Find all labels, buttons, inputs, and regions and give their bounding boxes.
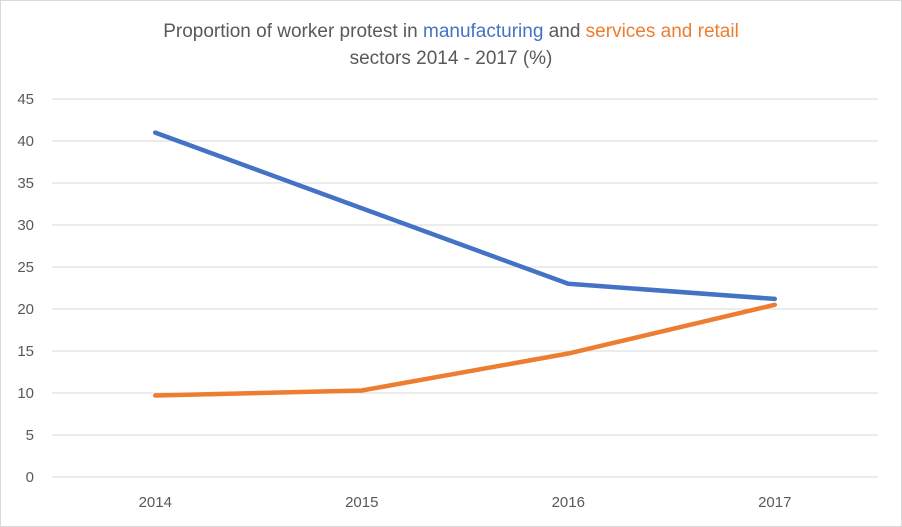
y-axis-tick-labels: 0 5 10 15 20 25 30 35 40 45: [17, 91, 34, 486]
chart-title: Proportion of worker protest in manufact…: [0, 18, 902, 72]
title-part-3: and: [543, 21, 586, 42]
title-part-1: Proportion of worker protest in: [163, 21, 423, 42]
y-tick-label: 5: [26, 427, 34, 444]
x-axis-tick-labels: 2014 2015 2016 2017: [139, 494, 792, 511]
y-tick-label: 25: [17, 259, 34, 276]
title-services-retail: services and retail: [585, 21, 739, 42]
title-line-2: sectors 2014 - 2017 (%): [349, 48, 553, 69]
x-tick-label: 2014: [139, 494, 172, 511]
y-tick-label: 15: [17, 343, 34, 360]
series-line-1: [153, 130, 777, 302]
y-tick-label: 0: [26, 469, 34, 486]
x-tick-label: 2016: [552, 494, 585, 511]
series-group: [153, 130, 777, 398]
series-line-2: [153, 302, 777, 398]
x-tick-label: 2017: [758, 494, 791, 511]
y-tick-label: 20: [17, 301, 34, 318]
y-tick-label: 45: [17, 91, 34, 108]
y-tick-label: 30: [17, 217, 34, 234]
y-tick-label: 35: [17, 175, 34, 192]
title-manufacturing: manufacturing: [423, 21, 544, 42]
y-tick-label: 40: [17, 133, 34, 150]
x-tick-label: 2015: [345, 494, 378, 511]
gridlines: [52, 98, 878, 478]
y-tick-label: 10: [17, 385, 34, 402]
